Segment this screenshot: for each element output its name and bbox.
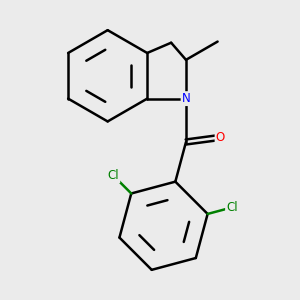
Text: N: N (182, 92, 190, 105)
Text: O: O (216, 131, 225, 144)
Text: Cl: Cl (108, 169, 119, 182)
Text: Cl: Cl (226, 201, 238, 214)
